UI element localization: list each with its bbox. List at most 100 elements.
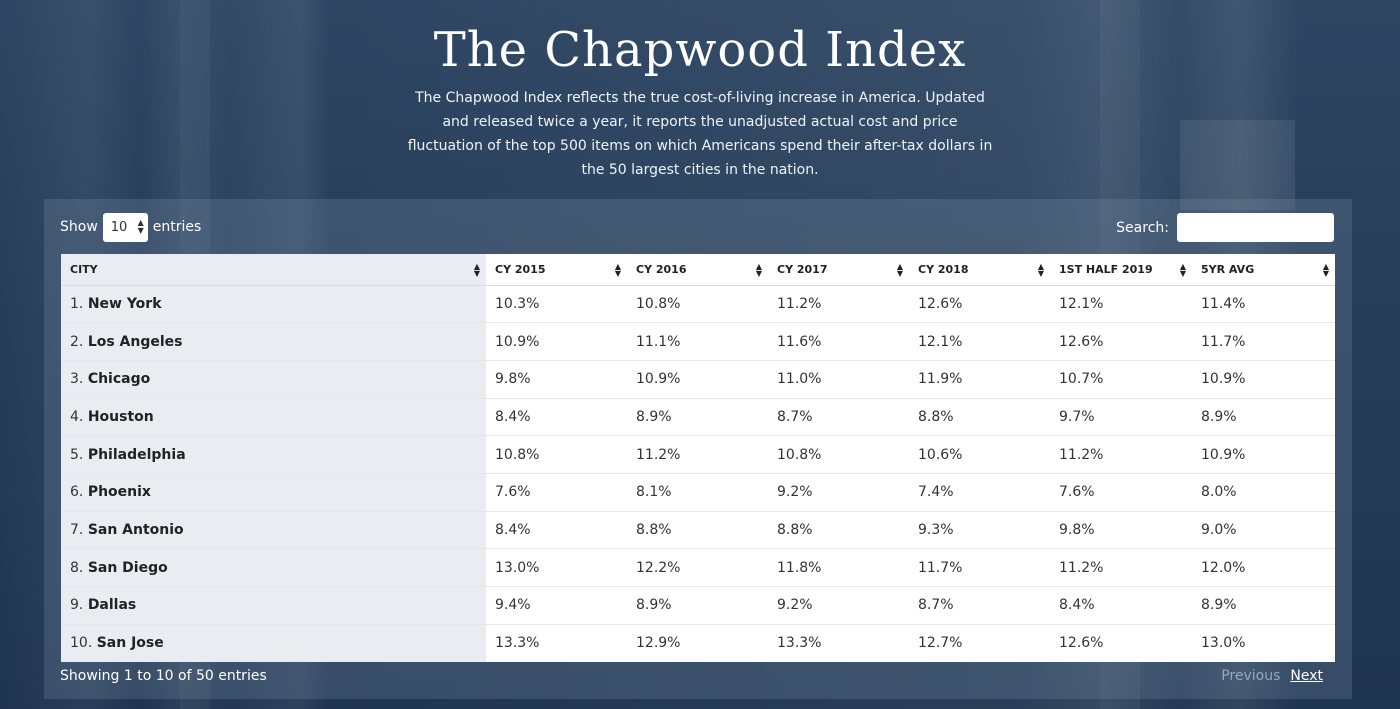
value-cell: 10.7% bbox=[1050, 360, 1192, 399]
column-header-label: CY 2015 bbox=[495, 262, 546, 276]
sort-icon: ▲ ▼ bbox=[473, 262, 480, 278]
value-cell: 11.2% bbox=[1050, 548, 1192, 587]
city-name: San Jose bbox=[96, 635, 164, 652]
value-cell: 12.6% bbox=[909, 285, 1050, 324]
value-cell: 11.2% bbox=[1050, 435, 1192, 474]
value-cell: 10.9% bbox=[627, 360, 768, 399]
value-cell: 13.0% bbox=[486, 548, 627, 587]
value-cell: 8.0% bbox=[1192, 473, 1335, 512]
value-cell: 9.3% bbox=[909, 511, 1050, 550]
city-cell: 1. New York bbox=[61, 285, 486, 324]
city-name: Philadelphia bbox=[87, 446, 186, 463]
city-rank: 1. bbox=[70, 295, 84, 312]
column-header-label: CY 2018 bbox=[918, 262, 969, 276]
value-cell: 8.9% bbox=[1192, 586, 1335, 625]
city-name: San Antonio bbox=[87, 521, 184, 538]
column-header-4[interactable]: CY 2018 ▲ ▼ bbox=[909, 254, 1050, 286]
city-rank: 5. bbox=[70, 446, 84, 463]
value-cell: 8.8% bbox=[909, 398, 1050, 437]
city-rank: 9. bbox=[70, 597, 84, 614]
city-rank: 8. bbox=[70, 559, 84, 576]
value-cell: 11.2% bbox=[627, 435, 768, 474]
previous-page-button[interactable]: Previous bbox=[1221, 668, 1281, 684]
column-header-6[interactable]: 5yr Avg ▲ ▼ bbox=[1192, 254, 1335, 286]
city-name: Phoenix bbox=[87, 484, 151, 501]
column-header-3[interactable]: CY 2017 ▲ ▼ bbox=[768, 254, 909, 286]
sort-icon: ▲ ▼ bbox=[614, 262, 621, 278]
table-row: 5. Philadelphia 10.8% 11.2% 10.8% 10.6% 11.2%… bbox=[61, 435, 1335, 474]
city-name: Houston bbox=[87, 408, 154, 425]
column-header-2[interactable]: CY 2016 ▲ ▼ bbox=[627, 254, 768, 286]
page-description: The Chapwood Index reflects the true cos… bbox=[407, 90, 993, 178]
show-label: Show bbox=[60, 219, 98, 235]
value-cell: 12.6% bbox=[1059, 635, 1104, 652]
value-cell: 11.9% bbox=[909, 360, 1050, 399]
value-cell: 8.7% bbox=[909, 586, 1050, 625]
value-cell: 8.4% bbox=[1050, 586, 1192, 625]
value-cell: 10.8% bbox=[768, 435, 909, 474]
city-name: New York bbox=[87, 295, 162, 312]
table-body: 1. New York 10.3% 10.8% 11.2% 12.6% 12.1% 11.4… bbox=[61, 285, 1335, 662]
value-cell: 8.9% bbox=[627, 398, 768, 437]
value-cell: 8.8% bbox=[627, 511, 768, 550]
table-row: 3. Chicago 9.8% 10.9% 11.0% 11.9% 10.7% 10.9% bbox=[61, 360, 1335, 399]
city-cell: 6. Phoenix bbox=[61, 473, 486, 512]
value-cell: 9.2% bbox=[768, 586, 909, 625]
value-cell: 12.7% bbox=[918, 635, 963, 652]
city-cell: 9. Dallas bbox=[61, 586, 486, 625]
value-cell: 10.3% bbox=[486, 285, 627, 324]
entries-length-control: Show 10 ▲ ▼ entries bbox=[60, 212, 201, 242]
value-cell: 8.9% bbox=[1192, 398, 1335, 437]
value-cell: 9.8% bbox=[1050, 511, 1192, 550]
value-cell: 8.9% bbox=[627, 586, 768, 625]
table-row: 4. Houston 8.4% 8.9% 8.7% 8.8% 9.7% 8.9% bbox=[61, 398, 1335, 437]
city-name: Chicago bbox=[87, 371, 151, 388]
value-cell: 9.4% bbox=[486, 586, 627, 625]
value-cell: 13.3% bbox=[495, 635, 540, 652]
city-cell: 4. Houston bbox=[61, 398, 486, 437]
value-cell: 10.8% bbox=[627, 285, 768, 324]
city-name: Los Angeles bbox=[87, 333, 183, 350]
value-cell: 9.0% bbox=[1192, 511, 1335, 550]
table-row: 10. San Jose 13.3% 12.9% 13.3% 12.7% 12.6% 13.… bbox=[61, 624, 1335, 662]
city-rank: 7. bbox=[70, 521, 84, 538]
column-header-0[interactable]: City ▲ ▼ bbox=[61, 254, 486, 286]
column-header-1[interactable]: CY 2015 ▲ ▼ bbox=[486, 254, 627, 286]
city-rank: 3. bbox=[70, 371, 84, 388]
value-cell: 8.8% bbox=[768, 511, 909, 550]
table-row: 6. Phoenix 7.6% 8.1% 9.2% 7.4% 7.6% 8.0% bbox=[61, 473, 1335, 512]
value-cell: 10.9% bbox=[1192, 435, 1335, 474]
table-row: 9. Dallas 9.4% 8.9% 9.2% 8.7% 8.4% 8.9% bbox=[61, 586, 1335, 625]
value-cell: 9.2% bbox=[768, 473, 909, 512]
sort-icon: ▲ ▼ bbox=[1322, 262, 1329, 278]
value-cell: 12.1% bbox=[909, 322, 1050, 361]
column-header-label: CY 2016 bbox=[636, 262, 687, 276]
table-row: 8. San Diego 13.0% 12.2% 11.8% 11.7% 11.2% 12.… bbox=[61, 548, 1335, 587]
table-row: 1. New York 10.3% 10.8% 11.2% 12.6% 12.1% 11.4… bbox=[61, 285, 1335, 324]
column-header-5[interactable]: 1st Half 2019 ▲ ▼ bbox=[1050, 254, 1192, 286]
value-cell: 11.7% bbox=[909, 548, 1050, 587]
value-cell: 7.6% bbox=[1050, 473, 1192, 512]
value-cell: 8.4% bbox=[486, 398, 627, 437]
table-header-row: City ▲ ▼ CY 2015 ▲ ▼ CY 2016 ▲ ▼ CY 2017 ▲ ▼ CY 2018… bbox=[61, 254, 1335, 286]
entries-select[interactable]: 10 ▲ ▼ bbox=[102, 212, 148, 242]
sort-icon: ▲ ▼ bbox=[755, 262, 762, 278]
value-cell: 11.6% bbox=[768, 322, 909, 361]
page-title: The Chapwood Index bbox=[433, 22, 967, 78]
background-panel bbox=[1180, 120, 1295, 210]
search-control: Search: bbox=[1116, 213, 1334, 242]
sort-icon: ▲ ▼ bbox=[1037, 262, 1044, 278]
value-cell: 7.4% bbox=[909, 473, 1050, 512]
value-cell: 12.9% bbox=[636, 635, 681, 652]
table-row: 2. Los Angeles 10.9% 11.1% 11.6% 12.1% 12.6% 1… bbox=[61, 322, 1335, 361]
entries-select-value: 10 bbox=[110, 219, 128, 235]
value-cell: 11.2% bbox=[768, 285, 909, 324]
next-page-button[interactable]: Next bbox=[1290, 668, 1323, 684]
search-input[interactable] bbox=[1177, 213, 1334, 242]
value-cell: 10.8% bbox=[486, 435, 627, 474]
value-cell: 10.6% bbox=[909, 435, 1050, 474]
pagination: Previous Next bbox=[1221, 668, 1323, 684]
city-rank: 6. bbox=[70, 484, 84, 501]
value-cell: 8.1% bbox=[627, 473, 768, 512]
value-cell: 10.9% bbox=[486, 322, 627, 361]
